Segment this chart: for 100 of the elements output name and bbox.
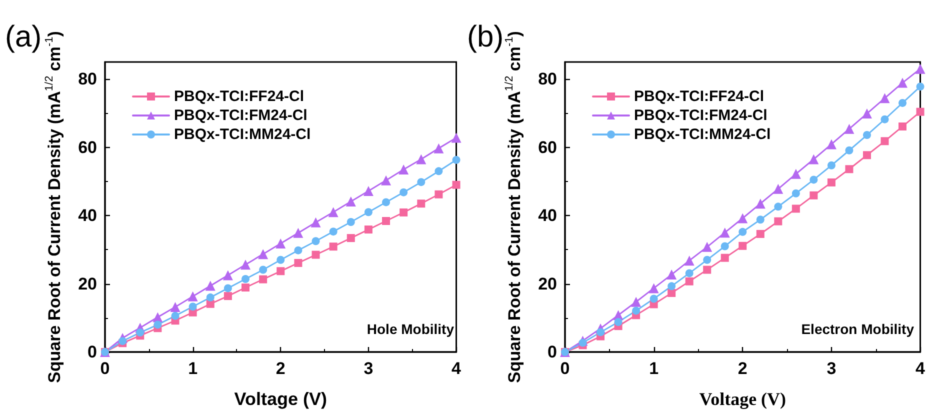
x-axis-title: Voltage (V): [234, 389, 327, 409]
point: [434, 190, 443, 198]
legend-label: PBQx-TCI:MM24-Cl: [174, 126, 311, 143]
point: [222, 270, 233, 280]
point: [790, 168, 801, 179]
point: [382, 216, 390, 225]
y-tick-label: 60: [78, 138, 97, 157]
y-tick-label: 80: [78, 70, 97, 89]
x-tick-label: 4: [452, 359, 462, 378]
legend-label: PBQx-TCI:MM24-Cl: [634, 126, 771, 143]
annotation: Hole Mobility: [366, 321, 454, 337]
point: [136, 328, 144, 337]
point: [171, 312, 180, 320]
point: [685, 269, 694, 278]
point: [242, 274, 250, 283]
x-tick-label: 3: [364, 359, 374, 378]
point: [258, 249, 268, 260]
y-tick-label: 0: [548, 342, 557, 362]
point: [631, 296, 642, 307]
y-tick-label: 20: [78, 274, 97, 294]
point: [259, 266, 268, 274]
point: [738, 228, 747, 236]
point: [310, 217, 321, 228]
point: [756, 230, 764, 238]
point: [451, 132, 462, 143]
point: [312, 237, 320, 246]
point: [827, 178, 836, 186]
point: [346, 218, 355, 226]
point: [170, 302, 180, 312]
point: [720, 242, 729, 250]
point: [224, 284, 232, 292]
point: [206, 293, 214, 302]
point: [242, 284, 250, 292]
x-tick-label: 4: [916, 359, 926, 378]
point: [916, 108, 924, 116]
point: [810, 176, 818, 184]
point: [276, 256, 285, 264]
point: [293, 228, 304, 238]
point: [668, 282, 676, 290]
point: [154, 320, 162, 329]
point: [826, 139, 836, 150]
point: [898, 78, 908, 88]
point: [792, 204, 800, 213]
point: [648, 283, 659, 294]
point: [206, 300, 214, 308]
point: [276, 238, 286, 249]
point: [845, 165, 854, 174]
point: [650, 294, 658, 303]
point: [632, 306, 640, 315]
x-tick-label: 2: [276, 359, 286, 378]
point: [685, 277, 694, 286]
point: [827, 161, 836, 170]
text: (a): [5, 20, 42, 54]
point: [364, 226, 372, 234]
point: [596, 328, 605, 336]
x-tick-label: 1: [188, 359, 198, 378]
y-tick-label: 40: [78, 206, 97, 226]
point: [916, 82, 924, 91]
point: [898, 122, 907, 130]
point: [578, 338, 587, 347]
x-axis-title: Voltage (V): [699, 389, 786, 409]
point: [434, 167, 443, 176]
y-tick-label: 60: [538, 138, 557, 157]
point: [862, 108, 872, 119]
point: [774, 202, 782, 211]
x-tick-label: 1: [649, 359, 659, 378]
y-axis-title: Square Root of Current Density (mA1/2 cm-1): [504, 31, 524, 383]
point: [346, 196, 356, 207]
point: [363, 186, 374, 196]
point: [845, 146, 854, 154]
point: [844, 124, 854, 134]
point: [915, 64, 926, 74]
point: [880, 93, 890, 104]
point: [259, 275, 268, 284]
y-tick-label: 80: [538, 70, 557, 89]
legend-label: PBQx-TCI:FM24-Cl: [174, 107, 308, 124]
point: [294, 246, 302, 254]
point: [614, 318, 622, 326]
point: [398, 164, 409, 174]
point: [668, 288, 676, 297]
point: [703, 256, 712, 264]
y-tick-label: 20: [538, 274, 557, 294]
y-tick-label: 40: [538, 206, 557, 226]
point: [452, 156, 460, 164]
y-tick-label: 0: [88, 342, 97, 362]
point: [720, 228, 730, 238]
point: [738, 242, 747, 250]
legend-label: PBQx-TCI:FM24-Cl: [634, 107, 768, 124]
x-tick-label: 0: [100, 359, 110, 378]
point: [364, 208, 372, 216]
legend-label: PBQx-TCI:FF24-Cl: [174, 88, 304, 105]
point: [666, 270, 677, 280]
x-tick-label: 2: [738, 359, 748, 378]
point: [702, 242, 712, 252]
point: [898, 98, 907, 107]
point: [240, 260, 251, 270]
point: [774, 217, 782, 226]
point: [346, 234, 355, 242]
point: [862, 151, 871, 160]
point: [810, 191, 818, 200]
